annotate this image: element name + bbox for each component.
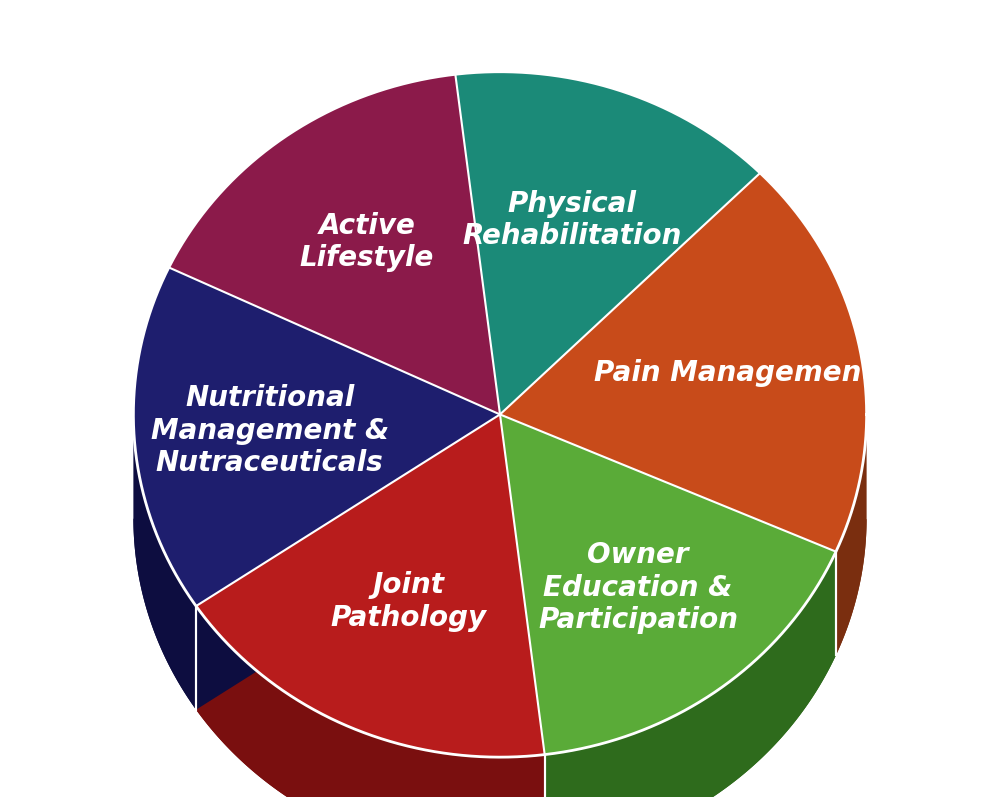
Polygon shape bbox=[196, 518, 545, 797]
Polygon shape bbox=[500, 414, 836, 655]
Text: Pain Management: Pain Management bbox=[594, 359, 875, 387]
Polygon shape bbox=[500, 518, 836, 797]
Polygon shape bbox=[196, 414, 545, 757]
Text: Active
Lifestyle: Active Lifestyle bbox=[300, 212, 434, 273]
Text: Joint
Pathology: Joint Pathology bbox=[331, 571, 487, 632]
Polygon shape bbox=[133, 268, 500, 606]
Polygon shape bbox=[500, 518, 867, 655]
Polygon shape bbox=[455, 72, 760, 414]
Polygon shape bbox=[133, 518, 500, 709]
Polygon shape bbox=[500, 414, 545, 797]
Text: Physical
Rehabilitation: Physical Rehabilitation bbox=[462, 190, 682, 250]
Polygon shape bbox=[545, 552, 836, 797]
Polygon shape bbox=[196, 414, 500, 709]
Polygon shape bbox=[500, 173, 867, 552]
Polygon shape bbox=[836, 415, 867, 655]
Polygon shape bbox=[169, 74, 500, 414]
Polygon shape bbox=[196, 414, 500, 709]
Polygon shape bbox=[196, 606, 545, 797]
Polygon shape bbox=[133, 415, 196, 709]
Text: Nutritional
Management &
Nutraceuticals: Nutritional Management & Nutraceuticals bbox=[151, 384, 389, 477]
Polygon shape bbox=[500, 414, 545, 797]
Polygon shape bbox=[500, 414, 836, 655]
Polygon shape bbox=[500, 414, 836, 755]
Text: Owner
Education &
Participation: Owner Education & Participation bbox=[538, 541, 738, 634]
